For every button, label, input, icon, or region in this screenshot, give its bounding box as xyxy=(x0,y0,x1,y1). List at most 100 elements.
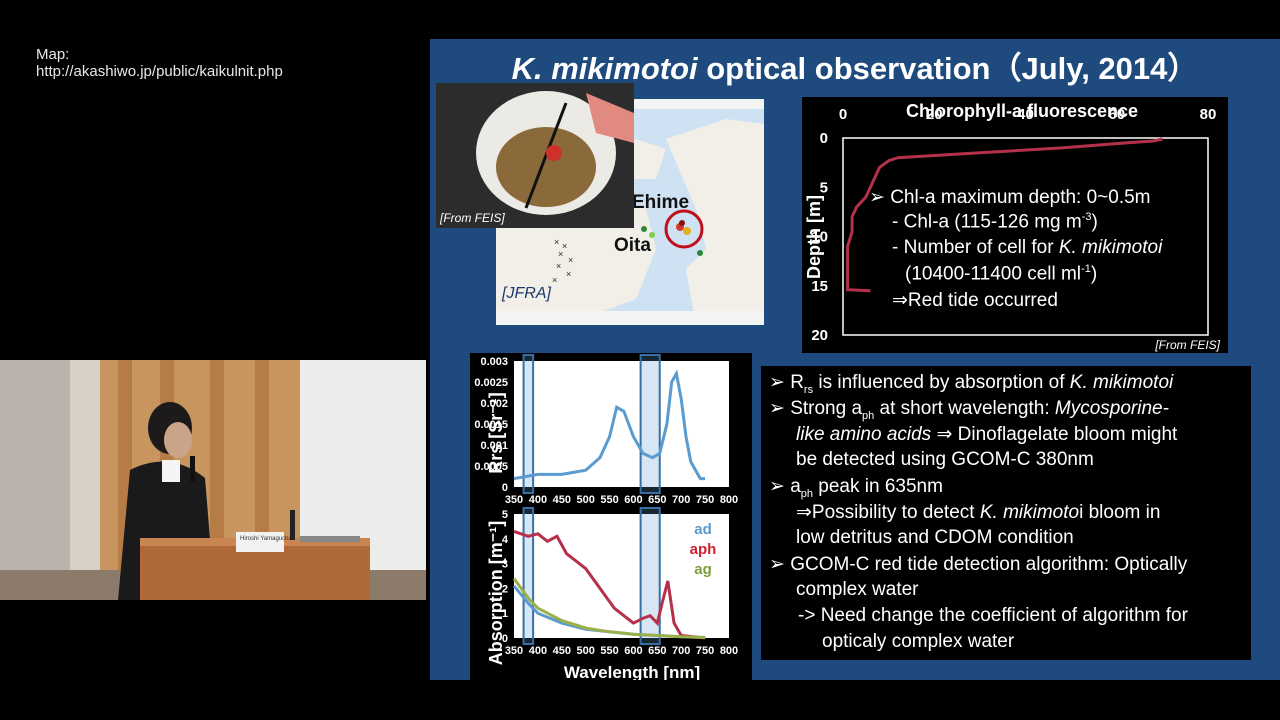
absorption-y-tick: 0 xyxy=(502,633,508,645)
finding-opticaly-complex: opticaly complex water xyxy=(822,631,1015,652)
profile-note-2-text: - Chl-a (115-126 mg m xyxy=(892,211,1082,233)
finding-rrs-mid: is influenced by absorption of xyxy=(813,372,1070,393)
slide-title: K. mikimotoi optical observation（July, 2… xyxy=(430,43,1280,88)
finding-possibility-rest: i bloom in xyxy=(1079,502,1161,523)
profile-note-3-species: K. mikimotoi xyxy=(1058,237,1163,258)
absorption-band-highlight xyxy=(522,507,535,645)
profile-plot-area xyxy=(842,137,1209,336)
chlorophyll-profile-chart: Chlorophyll-a fluorescence Depth [m] [Fr… xyxy=(804,101,1221,352)
absorption-x-tick: 600 xyxy=(624,645,642,657)
rrs-x-tick: 400 xyxy=(529,494,547,506)
speaker-video: Hiroshi Yamaguchi xyxy=(0,360,426,600)
rrs-y-tick: 0.002 xyxy=(480,398,508,410)
finding-possibility-species: K. mikimoto xyxy=(979,502,1080,523)
rrs-line-series xyxy=(513,369,706,481)
legend-ag: ag xyxy=(694,561,712,578)
plankton-net-image xyxy=(436,83,634,228)
rrs-y-tick: 0.003 xyxy=(480,356,508,368)
absorption-y-tick: 1 xyxy=(502,608,508,620)
rrs-x-tick: 800 xyxy=(720,494,738,506)
rrs-x-tick: 450 xyxy=(553,494,571,506)
sample-net-photo: [From FEIS] xyxy=(436,83,634,228)
svg-text:×: × xyxy=(558,249,563,259)
rrs-x-tick: 700 xyxy=(672,494,690,506)
svg-text:×: × xyxy=(556,261,561,271)
profile-x-tick: 0 xyxy=(839,106,847,123)
profile-note-2-sup: -3 xyxy=(1081,211,1092,223)
wavelength-xlabel: Wavelength [nm] xyxy=(564,663,700,680)
photo-credit: [From FEIS] xyxy=(440,211,505,225)
speaker-scene xyxy=(0,360,426,600)
spectra-chart: Rrs [Sr⁻¹] Absorption [m⁻¹] Wavelength [… xyxy=(474,354,738,682)
finding-gcom-380: be detected using GCOM-C 380nm xyxy=(796,449,1094,470)
rrs-y-tick: 0.0025 xyxy=(474,377,508,389)
absorption-y-tick: 4 xyxy=(502,534,509,546)
finding-rrs-species: K. mikimotoi xyxy=(1069,372,1174,393)
finding-aph-mid: at short wavelength: xyxy=(874,398,1055,419)
chlorophyll-profile-panel: Chlorophyll-a fluorescence Depth [m] [Fr… xyxy=(802,97,1228,353)
profile-note-3: - Number of cell for K. mikimotoi xyxy=(892,237,1162,259)
rrs-x-tick: 600 xyxy=(624,494,642,506)
absorption-y-tick: 5 xyxy=(502,509,508,521)
finding-peak-rest: peak in 635nm xyxy=(813,476,943,497)
finding-low-detritus: low detritus and CDOM condition xyxy=(796,527,1074,548)
finding-aph-pre: ➢ Strong a xyxy=(769,398,863,419)
profile-note-2: - Chl-a (115-126 mg m-3) xyxy=(892,211,1098,233)
rrs-ylabel: Rrs [Sr⁻¹] xyxy=(486,392,506,474)
rrs-y-tick: 0.0005 xyxy=(474,461,508,473)
profile-y-tick: 20 xyxy=(811,327,828,344)
profile-note-4-end: ) xyxy=(1090,263,1098,285)
svg-text:×: × xyxy=(566,269,571,279)
absorption-band-highlight xyxy=(639,507,661,645)
slide-title-species: K. mikimotoi xyxy=(511,51,698,86)
presentation-slide: K. mikimotoi optical observation（July, 2… xyxy=(430,39,1280,682)
finding-peak-sub: ph xyxy=(800,487,814,500)
rrs-x-tick: 350 xyxy=(505,494,523,506)
rrs-x-tick: 500 xyxy=(576,494,594,506)
absorption-line-aph xyxy=(513,529,706,640)
findings-box: ➢ Rrs is influenced by absorption of K. … xyxy=(761,366,1251,660)
spectra-panel: Rrs [Sr⁻¹] Absorption [m⁻¹] Wavelength [… xyxy=(470,353,752,682)
finding-maa-rest: ⇒ Dinoflagelate bloom might xyxy=(931,424,1178,445)
profile-y-tick: 0 xyxy=(820,130,828,147)
absorption-x-tick: 400 xyxy=(529,645,547,657)
absorption-legend-box xyxy=(680,515,726,583)
map-credit-url: http://akashiwo.jp/public/kaikulnit.php xyxy=(36,63,283,80)
profile-x-tick: 60 xyxy=(1108,106,1125,123)
rrs-x-tick: 750 xyxy=(696,494,714,506)
finding-possibility: ⇒Possibility to detect K. mikimotoi bloo… xyxy=(796,501,1160,524)
absorption-x-tick: 500 xyxy=(576,645,594,657)
absorption-y-tick: 2 xyxy=(502,583,508,595)
profile-x-tick: 80 xyxy=(1200,106,1217,123)
svg-text:×: × xyxy=(568,255,573,265)
finding-aph-short: ➢ Strong aph at short wavelength: Mycosp… xyxy=(769,397,1169,422)
absorption-x-tick: 750 xyxy=(696,645,714,657)
profile-y-tick: 15 xyxy=(811,278,828,295)
absorption-x-tick: 800 xyxy=(720,645,738,657)
absorption-ylabel: Absorption [m⁻¹] xyxy=(486,521,506,665)
map-label-oita: Oita xyxy=(614,235,651,256)
profile-title: Chlorophyll-a fluorescence xyxy=(906,101,1138,121)
rrs-x-tick: 550 xyxy=(600,494,618,506)
finding-rrs-pre: ➢ R xyxy=(769,372,804,393)
rrs-plot-area xyxy=(514,361,729,487)
rrs-y-tick: 0.0015 xyxy=(474,419,508,431)
svg-text:×: × xyxy=(552,275,557,285)
finding-maa-italic: like amino acids xyxy=(796,424,932,445)
absorption-x-tick: 450 xyxy=(553,645,571,657)
svg-text:×: × xyxy=(554,237,559,247)
absorption-x-tick: 550 xyxy=(600,645,618,657)
finding-rrs-sub: rs xyxy=(803,383,814,396)
profile-note-1: ➢ Chl-a maximum depth: 0~0.5m xyxy=(869,187,1151,208)
legend-ad: ad xyxy=(694,521,712,538)
absorption-x-tick: 700 xyxy=(672,645,690,657)
absorption-x-tick: 350 xyxy=(505,645,523,657)
absorption-line-ag xyxy=(512,577,706,639)
finding-aph-italic: Mycosporine- xyxy=(1054,398,1169,419)
finding-aph-sub: ph xyxy=(862,409,875,422)
rrs-y-tick: 0 xyxy=(502,482,508,494)
profile-note-4-text: (10400-11400 cell ml xyxy=(905,263,1082,285)
profile-credit: [From FEIS] xyxy=(1154,338,1220,352)
rrs-band-highlight xyxy=(522,354,535,494)
map-credit: Map: http://akashiwo.jp/public/kaikulnit… xyxy=(36,46,283,80)
